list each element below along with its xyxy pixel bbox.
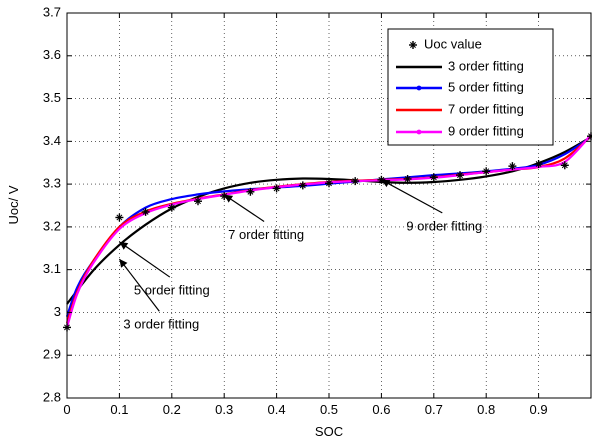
measured-point [141, 207, 150, 216]
annotation-label: 3 order fitting [123, 317, 199, 332]
measured-point [482, 167, 491, 176]
x-tick-label: 0.1 [110, 402, 128, 417]
legend: Uoc value 3 order fitting 5 order fittin… [387, 28, 554, 146]
y-tick-label: 3.2 [43, 218, 61, 233]
annotation-arrow-line [118, 258, 160, 312]
legend-label-uoc-value: Uoc value [424, 36, 482, 51]
measured-point [456, 171, 464, 180]
annotation-arrow-line [381, 179, 443, 214]
series-line-3-order-fitting [66, 136, 592, 305]
measured-point [560, 161, 569, 170]
series-line-9-order-fitting [65, 134, 592, 328]
legend-symbol-uoc-value [409, 41, 417, 49]
legend-label-5-order: 5 order fitting [448, 79, 524, 94]
measured-point [534, 160, 543, 169]
annotation-arrow-line [119, 241, 171, 278]
series-layer [65, 134, 592, 328]
x-tick-label: 0 [63, 402, 70, 417]
measured-point [194, 197, 202, 206]
x-tick-label: 0.3 [215, 402, 233, 417]
measured-point [167, 203, 176, 212]
x-tick-label: 0.2 [163, 402, 181, 417]
x-tick-label: 0.6 [372, 402, 390, 417]
measured-point [403, 174, 412, 183]
legend-symbol-9-order-fitting [396, 129, 442, 135]
annotation-arrow-head [224, 194, 234, 203]
x-tick-label: 0.4 [268, 402, 286, 417]
x-tick-label: 0.9 [530, 402, 548, 417]
axis-ticks: 0 0.1 0.2 0.3 0.4 0.5 0.6 0.7 0.8 0.9 2.8 2.9 3 3.1 3.… [43, 4, 591, 417]
y-tick-label: 3.5 [43, 90, 61, 105]
annotation-arrow-head [119, 258, 128, 268]
measured-point [272, 184, 281, 193]
measured-point [508, 162, 517, 171]
annotation-label: 7 order fitting [228, 227, 304, 242]
y-tick-label: 3.1 [43, 261, 61, 276]
y-tick-label: 3.6 [43, 47, 61, 62]
measured-point [325, 179, 333, 188]
measured-point [246, 187, 255, 196]
annotations: 7 order fitting 9 order fitting 5 order fi… [118, 179, 482, 332]
y-tick-label: 3.7 [43, 4, 61, 19]
y-tick-label: 3.3 [43, 176, 61, 191]
legend-symbol-5-order-fitting [396, 85, 442, 91]
measured-point [351, 177, 360, 186]
y-tick-label: 2.8 [43, 389, 61, 404]
legend-label-9-order: 9 order fitting [448, 123, 524, 138]
measured-point [298, 181, 307, 190]
annotation-label: 9 order fitting [406, 218, 482, 233]
y-tick-label: 2.9 [43, 347, 61, 362]
y-axis-label: Uoc/ V [6, 185, 21, 224]
x-tick-label: 0.7 [425, 402, 443, 417]
legend-symbols [396, 41, 442, 135]
y-tick-label: 3.4 [43, 133, 61, 148]
measured-point [429, 173, 438, 182]
measured-point [115, 213, 124, 222]
annotation-arrow-head [381, 179, 391, 188]
legend-label-3-order: 3 order fitting [448, 58, 524, 73]
x-tick-label: 0.8 [477, 402, 495, 417]
annotation-label: 5 order fitting [134, 282, 210, 297]
legend-label-7-order: 7 order fitting [448, 101, 524, 116]
x-tick-label: 0.5 [320, 402, 338, 417]
y-tick-label: 3 [54, 304, 61, 319]
annotation-arrow-head [119, 241, 129, 250]
x-axis-label: SOC [315, 424, 343, 439]
